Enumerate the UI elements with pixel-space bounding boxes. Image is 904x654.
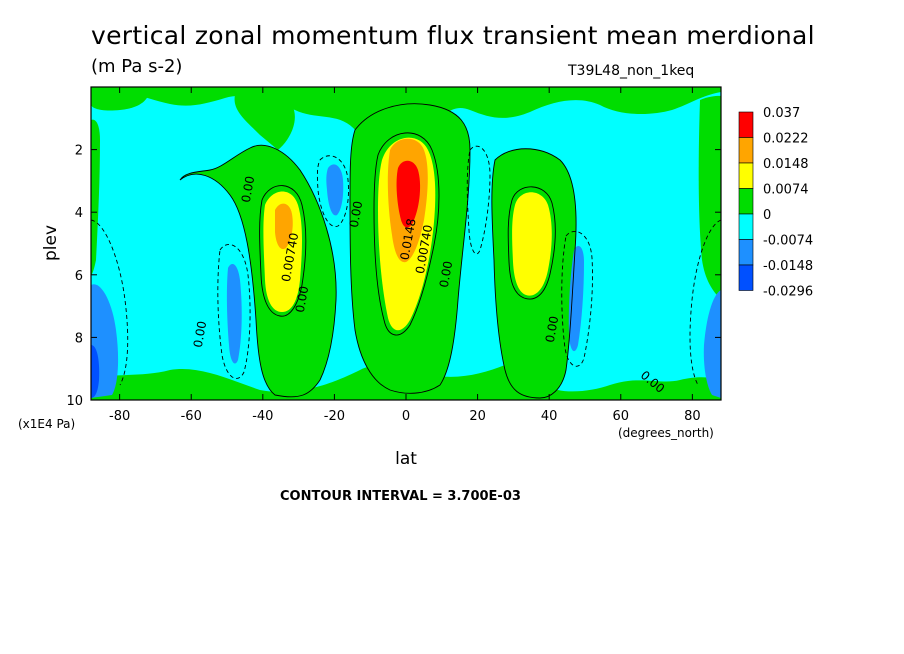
contour-neg-midleft [316,155,349,227]
y-tick-label: 2 [75,144,83,159]
x-tick-label: 40 [541,409,558,424]
fill-green-bottom [91,362,721,400]
colorbar-label: 0.0074 [763,183,809,198]
x-axis-units: (degrees_north) [618,426,714,440]
contour-label: 0.00 [293,285,311,314]
colorbar-label: -0.0148 [763,259,813,274]
contour-pos-right [507,186,556,300]
contour-zero-center [349,103,471,394]
y-axis-title: plev [41,225,61,261]
contour-interval-note: CONTOUR INTERVAL = 3.700E-03 [280,489,521,504]
colorbar-swatch [738,264,754,291]
fill-blue-far-right [703,290,721,398]
fill-red-center [396,160,421,228]
colorbar-swatch [738,188,754,215]
x-axis: -80 -60 -40 -20 0 20 40 60 80 [109,87,701,424]
contour-zero-right [491,148,577,399]
colorbar-swatch [738,239,754,266]
contour-fills [91,87,721,400]
colorbar-label: 0.0222 [763,132,809,147]
colorbar-label: 0.0148 [763,157,809,172]
colorbar-swatch [738,111,754,138]
y-axis-units: (x1E4 Pa) [18,417,75,431]
x-tick-label: -60 [181,409,202,424]
contour-lines [91,103,721,399]
dataset-label: T39L48_non_1keq [568,63,695,79]
fill-yellow-right [512,192,552,296]
x-tick-label: 60 [612,409,629,424]
contour-neg-far-right [689,219,721,386]
y-axis: 2 4 6 8 10 [66,144,721,409]
colorbar-label: -0.0074 [763,234,813,249]
fill-orange-left [275,203,293,250]
x-tick-label: 0 [402,409,410,424]
fill-green-topleft [91,87,150,111]
colorbar-swatch [738,137,754,164]
contour-neg-left [217,244,251,379]
contour-zero-left [179,144,337,398]
contour-label: 0.00 [437,260,455,289]
colorbar-label: -0.0296 [763,285,813,300]
x-tick-label: 80 [684,409,701,424]
colorbar-swatch [738,213,754,240]
fill-green-left-edge [91,119,100,275]
y-tick-label: 4 [75,206,83,221]
y-tick-label: 6 [75,269,83,284]
colorbar-label: 0 [763,208,771,223]
fill-green-right-edge [698,95,721,300]
colorbar-label: 0.037 [763,106,800,121]
fill-green-top-center [234,92,295,150]
y-tick-label: 8 [75,331,83,346]
contour-label: 0.00 [191,320,209,349]
contour-labels: 0.000.007400.000.000.01480.007400.000.00… [191,175,667,396]
fill-blue-midleft [326,164,344,216]
contour-neg-far-left [91,219,129,386]
contour-label: 0.00 [543,315,561,344]
x-axis-title: lat [395,449,417,469]
y-tick-label: 10 [66,394,83,409]
fill-darkblue-far-left [91,345,100,398]
x-tick-label: -80 [109,409,130,424]
colorbar-swatch [738,162,754,189]
x-tick-label: -20 [324,409,345,424]
colorbar: 0.037 0.0222 0.0148 0.0074 0 -0.0074 -0.0148 -0… [738,106,813,300]
fill-blue-right [568,246,584,352]
chart-title: vertical zonal momentum flux transient m… [91,21,815,50]
contour-label: 0.00 [239,175,257,204]
contour-label: 0.00 [347,200,365,229]
contour-pos-center [373,132,440,336]
fill-blue-left [226,264,242,364]
contour-pos-left [259,185,307,317]
x-tick-label: 20 [469,409,486,424]
x-tick-label: -40 [252,409,273,424]
chart-units: (m Pa s-2) [91,56,183,77]
